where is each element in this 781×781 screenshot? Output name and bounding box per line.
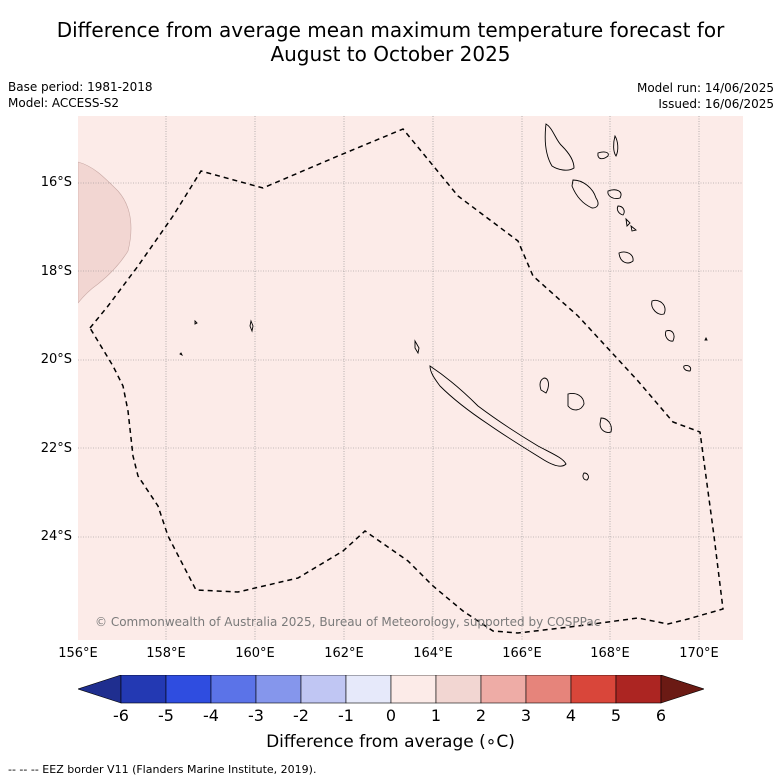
colorbar-segment (435, 675, 482, 704)
map-panel: © Commonwealth of Australia 2025, Bureau… (78, 116, 743, 640)
issued-date: Issued: 16/06/2025 (658, 97, 774, 111)
lat-label-20s: 20°S (40, 352, 72, 367)
gridlines (78, 116, 743, 640)
lat-label-22s: 22°S (40, 441, 72, 456)
new-caledonia-mainland (429, 365, 567, 467)
base-period: Base period: 1981-2018 (8, 80, 153, 94)
lon-label-164e: 164°E (413, 646, 453, 661)
efate (618, 251, 634, 264)
tanna (665, 330, 675, 342)
model-name: Model: ACCESS-S2 (8, 96, 120, 110)
lon-label-160e: 160°E (235, 646, 275, 661)
aneityum (683, 365, 692, 372)
colorbar-tick-label: -3 (248, 706, 264, 725)
shepherd-islets (625, 217, 631, 227)
copyright-notice: © Commonwealth of Australia 2025, Bureau… (95, 615, 600, 629)
lat-label-18s: 18°S (40, 264, 72, 279)
colorbar-segment (615, 675, 662, 704)
lon-label-166e: 166°E (502, 646, 542, 661)
eastern-islet (704, 336, 708, 341)
colorbar-segment (345, 675, 392, 704)
small-islet-2 (194, 319, 198, 325)
colorbar-segment (210, 675, 257, 704)
islands (179, 123, 708, 481)
map-canvas: © Commonwealth of Australia 2025, Bureau… (78, 116, 743, 640)
epi (616, 205, 625, 216)
isle-of-pines (582, 472, 589, 481)
colorbar-segment (390, 675, 437, 704)
map-title: Difference from average mean maximum tem… (0, 18, 781, 66)
colorbar-tick-label: 3 (520, 706, 532, 725)
colorbar-extend-low (78, 675, 122, 704)
colorbar-segment (255, 675, 302, 704)
colorbar-tick-label: -1 (338, 706, 354, 725)
belep-islands (414, 339, 420, 355)
lon-label-170e: 170°E (679, 646, 719, 661)
ambrym (607, 189, 622, 199)
colorbar-tick-label: 4 (565, 706, 577, 725)
colorbar-tick-label: -5 (158, 706, 174, 725)
model-run: Model run: 14/06/2025 (636, 81, 774, 95)
colorbar-segment (480, 675, 527, 704)
colorbar-tick-label: 0 (385, 706, 397, 725)
colorbar-tick-label: -4 (203, 706, 219, 725)
colorbar-segment (570, 675, 617, 704)
colorbar-tick-label: 6 (655, 706, 667, 725)
colorbar-segment (165, 675, 212, 704)
title-line-2: August to October 2025 (270, 42, 511, 66)
colorbar-segment (525, 675, 572, 704)
erromango (651, 299, 666, 315)
eez-footnote: -- -- -- EEZ border V11 (Flanders Marine… (8, 763, 317, 776)
colorbar-tick-label: 5 (610, 706, 622, 725)
colorbar-tick-label: -2 (293, 706, 309, 725)
colorbar-tick-label: 1 (430, 706, 442, 725)
meta-left: Base period: 1981-2018 Model: ACCESS-S2 (8, 79, 153, 111)
colorbar-tick-label: -6 (113, 706, 129, 725)
lifou (567, 393, 585, 411)
small-islet-1 (249, 319, 254, 333)
meta-right: Model run: 14/06/2025 Issued: 16/06/2025 (637, 80, 774, 112)
lon-label-162e: 162°E (324, 646, 364, 661)
colorbar-segment (300, 675, 347, 704)
mare (599, 417, 612, 433)
title-line-1: Difference from average mean maximum tem… (56, 18, 725, 42)
colorbar (78, 675, 704, 704)
colorbar-title: Difference from average (∘C) (266, 732, 515, 752)
ouvea (539, 377, 549, 394)
tongoa-islets (630, 224, 637, 232)
vanuatu-northern-islet (597, 151, 609, 160)
colorbar-tick-label: 2 (475, 706, 487, 725)
espiritu-santo (544, 123, 575, 171)
eez-border (89, 128, 724, 634)
colorbar-segment (120, 675, 167, 704)
lat-label-16s: 16°S (40, 175, 72, 190)
lon-label-168e: 168°E (590, 646, 630, 661)
lat-label-24s: 24°S (40, 529, 72, 544)
small-islet-3 (179, 352, 184, 357)
lon-label-158e: 158°E (146, 646, 186, 661)
pentecost (613, 134, 619, 157)
lon-label-156e: 156°E (58, 646, 98, 661)
colorbar-extend-high (660, 675, 704, 704)
malekula (571, 179, 599, 209)
anomaly-patch (78, 161, 132, 304)
